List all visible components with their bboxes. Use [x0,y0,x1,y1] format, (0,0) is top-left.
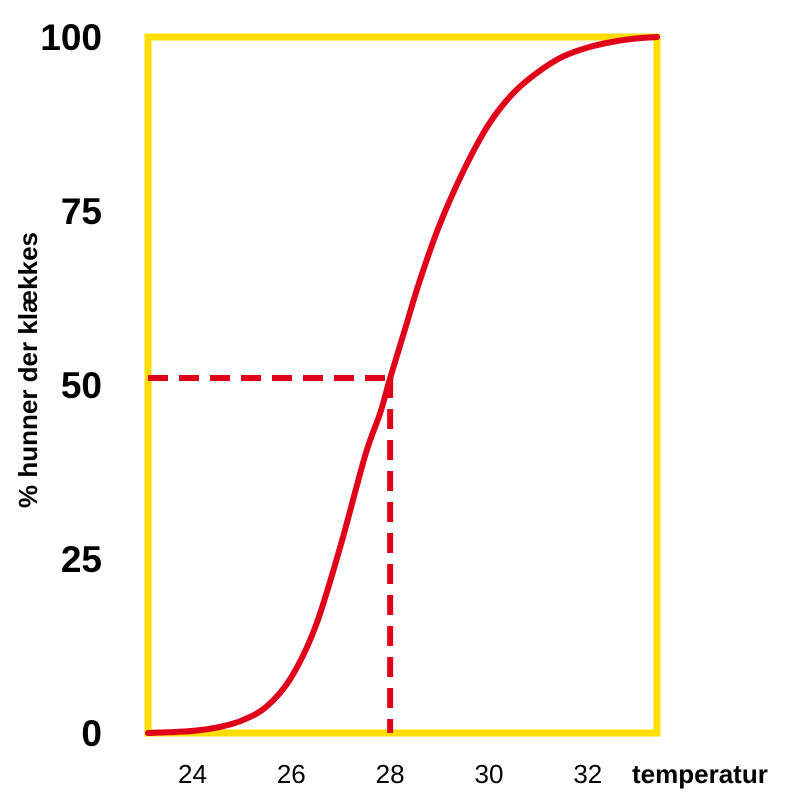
x-tick-label: 32 [573,759,602,789]
plot-frame [144,33,661,737]
x-tick-label: 28 [376,759,405,789]
y-tick-label: 100 [40,17,102,58]
y-axis-label: % hunner der klækkes [13,232,43,508]
y-tick-label: 0 [81,713,102,754]
x-axis-label: temperatur [632,759,768,789]
x-tick-label: 30 [475,759,504,789]
x-tick-label: 24 [178,759,207,789]
x-tick-label: 26 [277,759,306,789]
y-tick-label: 50 [61,365,102,406]
y-tick-label: 25 [61,539,102,580]
y-tick-label: 75 [61,191,102,232]
series-line-0 [145,34,660,736]
